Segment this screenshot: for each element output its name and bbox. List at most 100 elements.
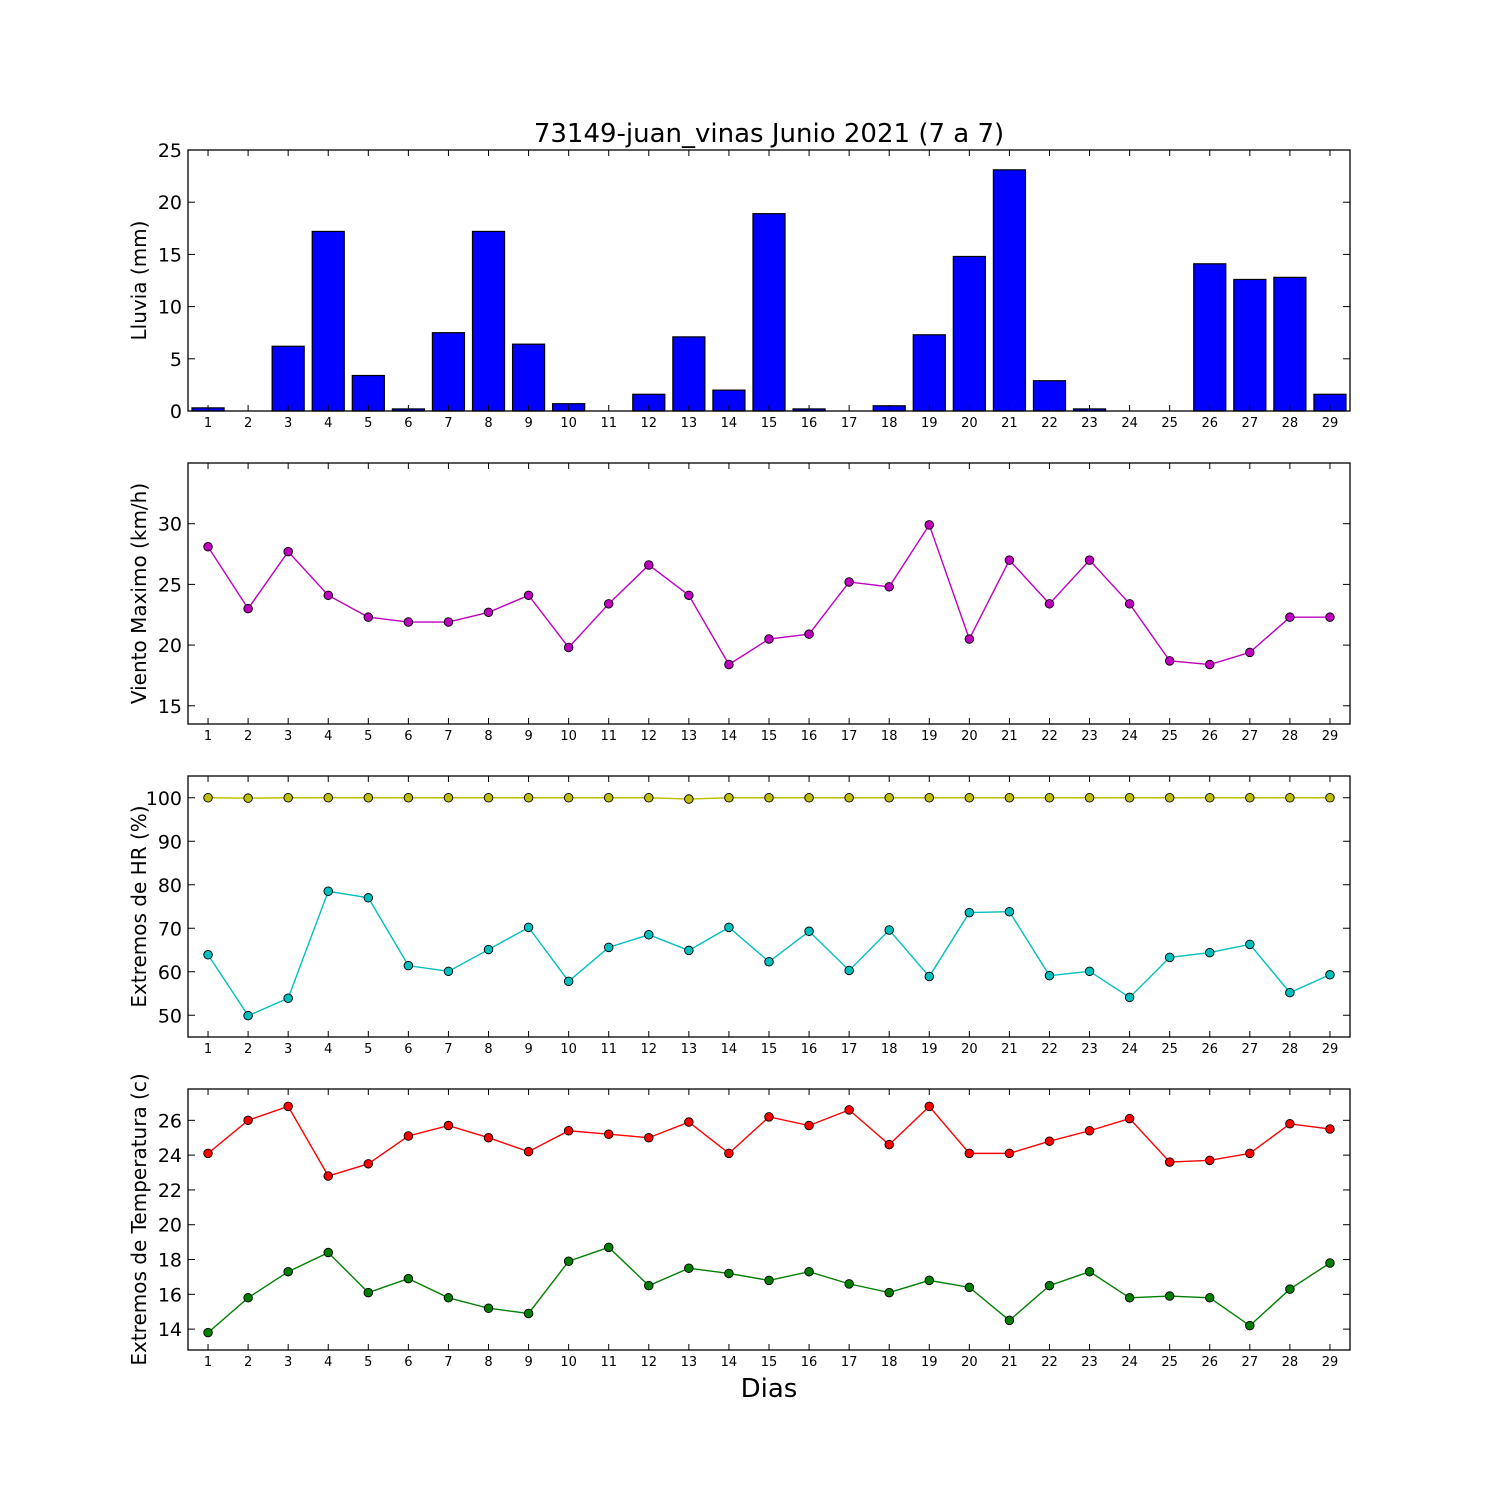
x-tick-label: 29 — [1322, 416, 1339, 431]
point-s1-day-17 — [844, 577, 854, 587]
x-tick-label: 3 — [284, 729, 292, 744]
x-tick-label: 18 — [881, 1355, 898, 1370]
point-s1-day-14 — [724, 659, 734, 670]
x-tick-label: 20 — [961, 1042, 978, 1057]
point-s1-day-6 — [403, 617, 414, 627]
point-s1-day-19 — [924, 1101, 935, 1112]
x-tick-label: 1 — [204, 729, 212, 744]
x-tick-label: 25 — [1161, 1355, 1178, 1370]
point-s1-day-29 — [1325, 793, 1335, 803]
x-tick-label: 9 — [524, 416, 532, 431]
point-s2-day-16 — [804, 1266, 814, 1277]
y-tick-label: 70 — [158, 918, 182, 940]
bar-day-28 — [1273, 276, 1307, 412]
x-tick-label: 9 — [524, 1042, 532, 1057]
point-s1-day-21 — [1004, 793, 1015, 803]
bar-day-7 — [431, 332, 466, 412]
x-tick-label: 6 — [404, 1355, 412, 1370]
point-s1-day-5 — [363, 793, 374, 803]
x-tick-label: 28 — [1282, 416, 1299, 431]
point-s1-day-13 — [684, 1117, 694, 1127]
point-s1-day-19 — [924, 793, 935, 803]
point-s2-day-20 — [964, 1282, 975, 1293]
x-tick-label: 5 — [364, 1042, 372, 1057]
y-tick-label: 0 — [170, 401, 182, 423]
point-s2-day-14 — [724, 922, 734, 933]
point-s1-day-18 — [884, 793, 894, 803]
point-s1-day-9 — [523, 1146, 534, 1157]
x-tick-label: 22 — [1041, 1355, 1058, 1370]
x-tick-label: 23 — [1081, 416, 1098, 431]
x-tick-label: 2 — [244, 729, 252, 744]
point-s2-day-26 — [1205, 947, 1215, 958]
x-tick-label: 13 — [681, 1042, 698, 1057]
x-tick-label: 16 — [801, 729, 818, 744]
x-tick-label: 12 — [641, 1042, 658, 1057]
point-s1-day-16 — [804, 1120, 814, 1131]
x-tick-label: 3 — [284, 1355, 292, 1370]
x-tick-label: 26 — [1201, 1355, 1218, 1370]
x-tick-label: 1 — [204, 1042, 212, 1057]
point-s2-day-10 — [563, 976, 574, 987]
point-s2-day-8 — [483, 1303, 494, 1313]
x-tick-label: 13 — [681, 729, 698, 744]
point-s2-day-4 — [323, 1247, 333, 1258]
chart-panels: 1 2 3 4 5 6 7 8 9 10 11 12 13 14 15 16 17 18 19 20 21 22 23 24 2… — [127, 140, 1351, 1370]
x-tick-label: 19 — [921, 1042, 938, 1057]
x-tick-label: 15 — [761, 416, 778, 431]
y-axis-label: Extremos de Temperatura (c) — [127, 1073, 151, 1365]
y-tick-label: 50 — [158, 1005, 182, 1027]
point-s1-day-16 — [804, 629, 814, 639]
x-tick-label: 6 — [404, 1042, 412, 1057]
point-s1-day-7 — [443, 1120, 454, 1131]
point-s2-day-26 — [1205, 1293, 1215, 1303]
x-tick-label: 29 — [1322, 729, 1339, 744]
x-tick-label: 15 — [761, 1042, 778, 1057]
point-s2-day-2 — [243, 1010, 253, 1021]
x-tick-label: 27 — [1242, 1355, 1259, 1370]
x-tick-label: 16 — [801, 1042, 818, 1057]
x-tick-label: 22 — [1041, 416, 1058, 431]
bar-day-19 — [912, 334, 946, 412]
point-s1-day-3 — [283, 546, 293, 557]
point-s2-day-12 — [644, 930, 654, 940]
x-tick-label: 5 — [364, 729, 372, 744]
point-s2-day-4 — [323, 886, 333, 897]
bar-day-27 — [1233, 278, 1267, 412]
x-tick-label: 21 — [1001, 1355, 1018, 1370]
point-s1-day-26 — [1205, 659, 1215, 670]
point-s2-day-12 — [644, 1280, 654, 1291]
x-tick-label: 22 — [1041, 729, 1058, 744]
point-s1-day-16 — [804, 793, 814, 803]
point-s1-day-2 — [243, 603, 253, 614]
point-s2-day-1 — [203, 950, 213, 960]
point-s1-day-13 — [684, 794, 694, 804]
x-tick-label: 9 — [524, 1355, 532, 1370]
y-tick-label: 60 — [158, 962, 182, 984]
x-tick-label: 17 — [841, 1355, 858, 1370]
axes-frame — [187, 462, 1351, 725]
x-tick-label: 19 — [921, 1355, 938, 1370]
y-tick-label: 90 — [158, 831, 182, 853]
point-s1-day-18 — [884, 582, 894, 592]
y-tick-label: 14 — [158, 1319, 182, 1341]
x-tick-label: 4 — [324, 1355, 332, 1370]
point-s1-day-1 — [203, 793, 213, 803]
bar-day-3 — [271, 345, 305, 412]
x-tick-label: 28 — [1282, 729, 1299, 744]
y-tick-label: 15 — [158, 696, 182, 718]
y-tick-label: 20 — [158, 192, 182, 214]
x-tick-label: 17 — [841, 416, 858, 431]
x-tick-label: 16 — [801, 1355, 818, 1370]
point-s2-day-6 — [403, 960, 414, 971]
point-s2-day-6 — [403, 1273, 414, 1284]
point-s2-day-5 — [363, 893, 374, 903]
point-s1-day-19 — [924, 520, 935, 530]
point-s2-day-21 — [1004, 906, 1015, 917]
point-s1-day-25 — [1164, 656, 1175, 666]
point-s2-day-15 — [764, 956, 774, 967]
point-s1-day-22 — [1044, 793, 1055, 803]
x-tick-label: 29 — [1322, 1042, 1339, 1057]
point-s1-day-3 — [283, 793, 293, 803]
